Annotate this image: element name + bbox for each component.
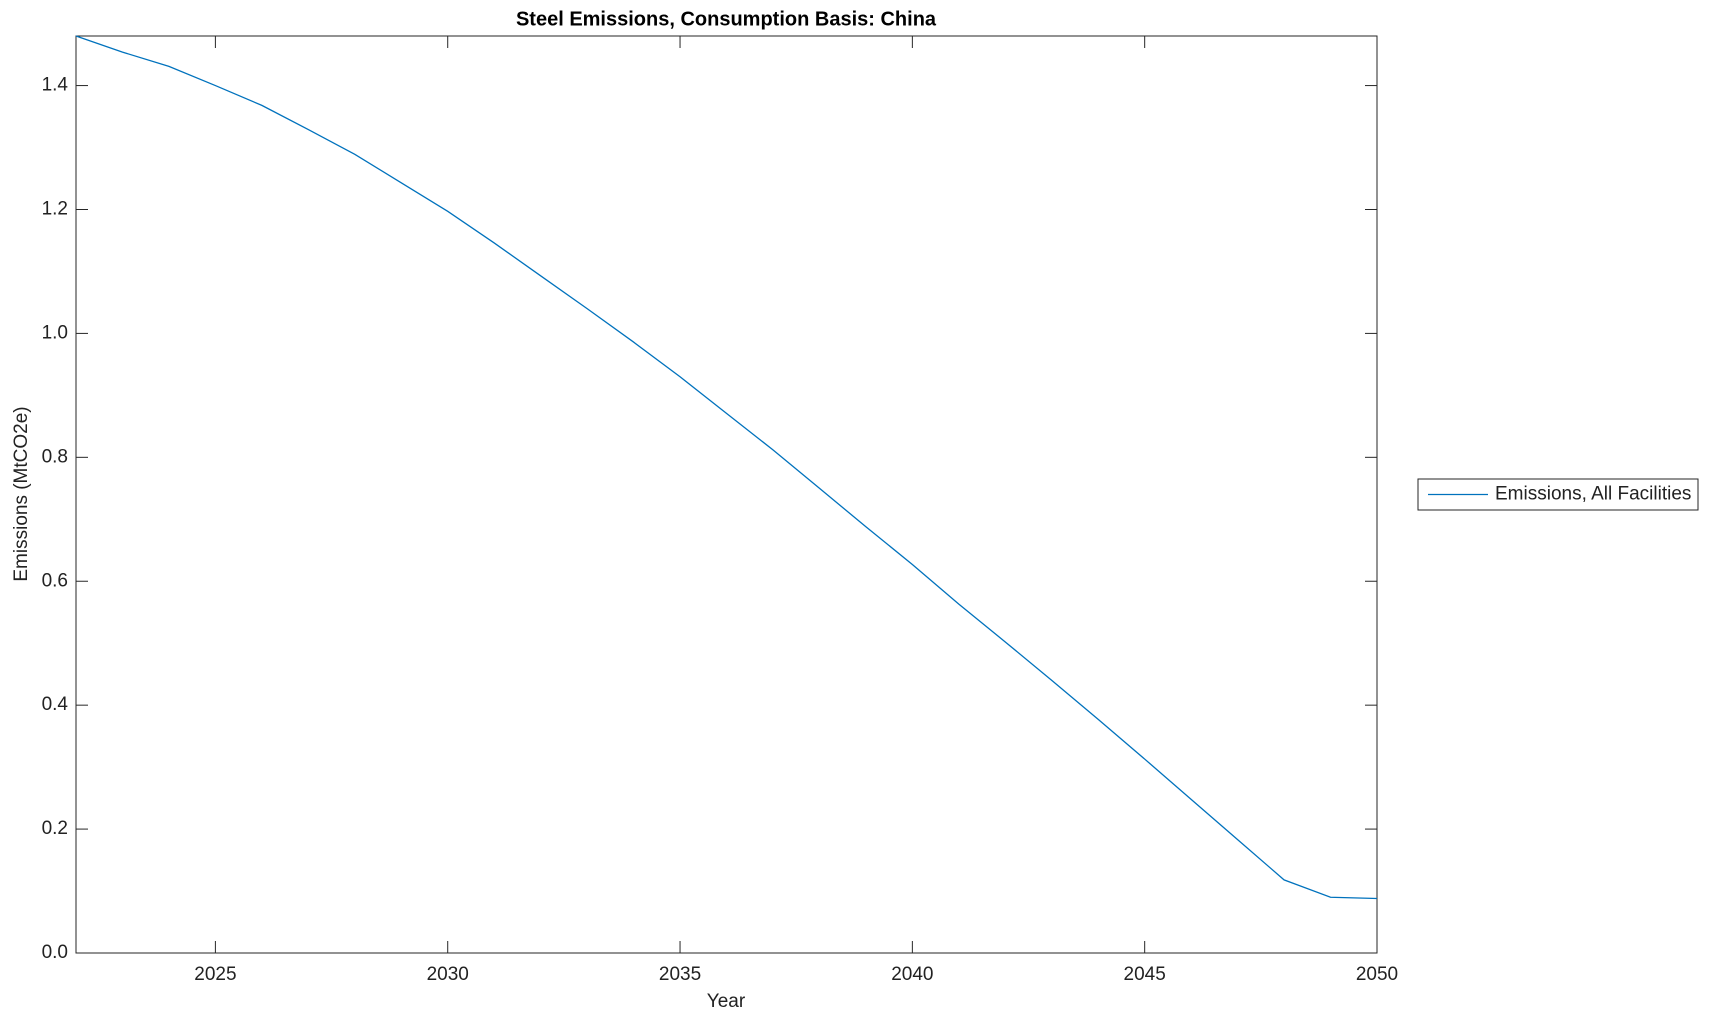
data-line [75,35,1378,900]
y-tick-label: 0.0 [42,942,68,963]
x-tick-label: 2045 [1124,964,1166,985]
y-tick-label: 0.2 [42,818,68,839]
y-axis-label: Emissions (MtCO2e) [11,406,32,581]
chart-title: Steel Emissions, Consumption Basis: Chin… [516,8,937,30]
x-tick-label: 2050 [1356,964,1398,985]
y-tick-label: 0.6 [42,570,68,591]
plot-area [75,35,1378,954]
x-tick-label: 2025 [194,964,236,985]
legend-label: Emissions, All Facilities [1495,484,1691,505]
x-tick-label: 2040 [891,964,933,985]
y-tick-label: 1.4 [42,75,69,96]
x-tick-label: 2035 [659,964,701,985]
y-tick-label: 1.0 [42,322,68,343]
x-tick-label: 2030 [427,964,469,985]
y-tick-label: 0.8 [42,446,68,467]
y-tick-label: 0.4 [42,694,69,715]
x-axis-label: Year [707,991,746,1012]
y-tick-label: 1.2 [42,199,68,220]
